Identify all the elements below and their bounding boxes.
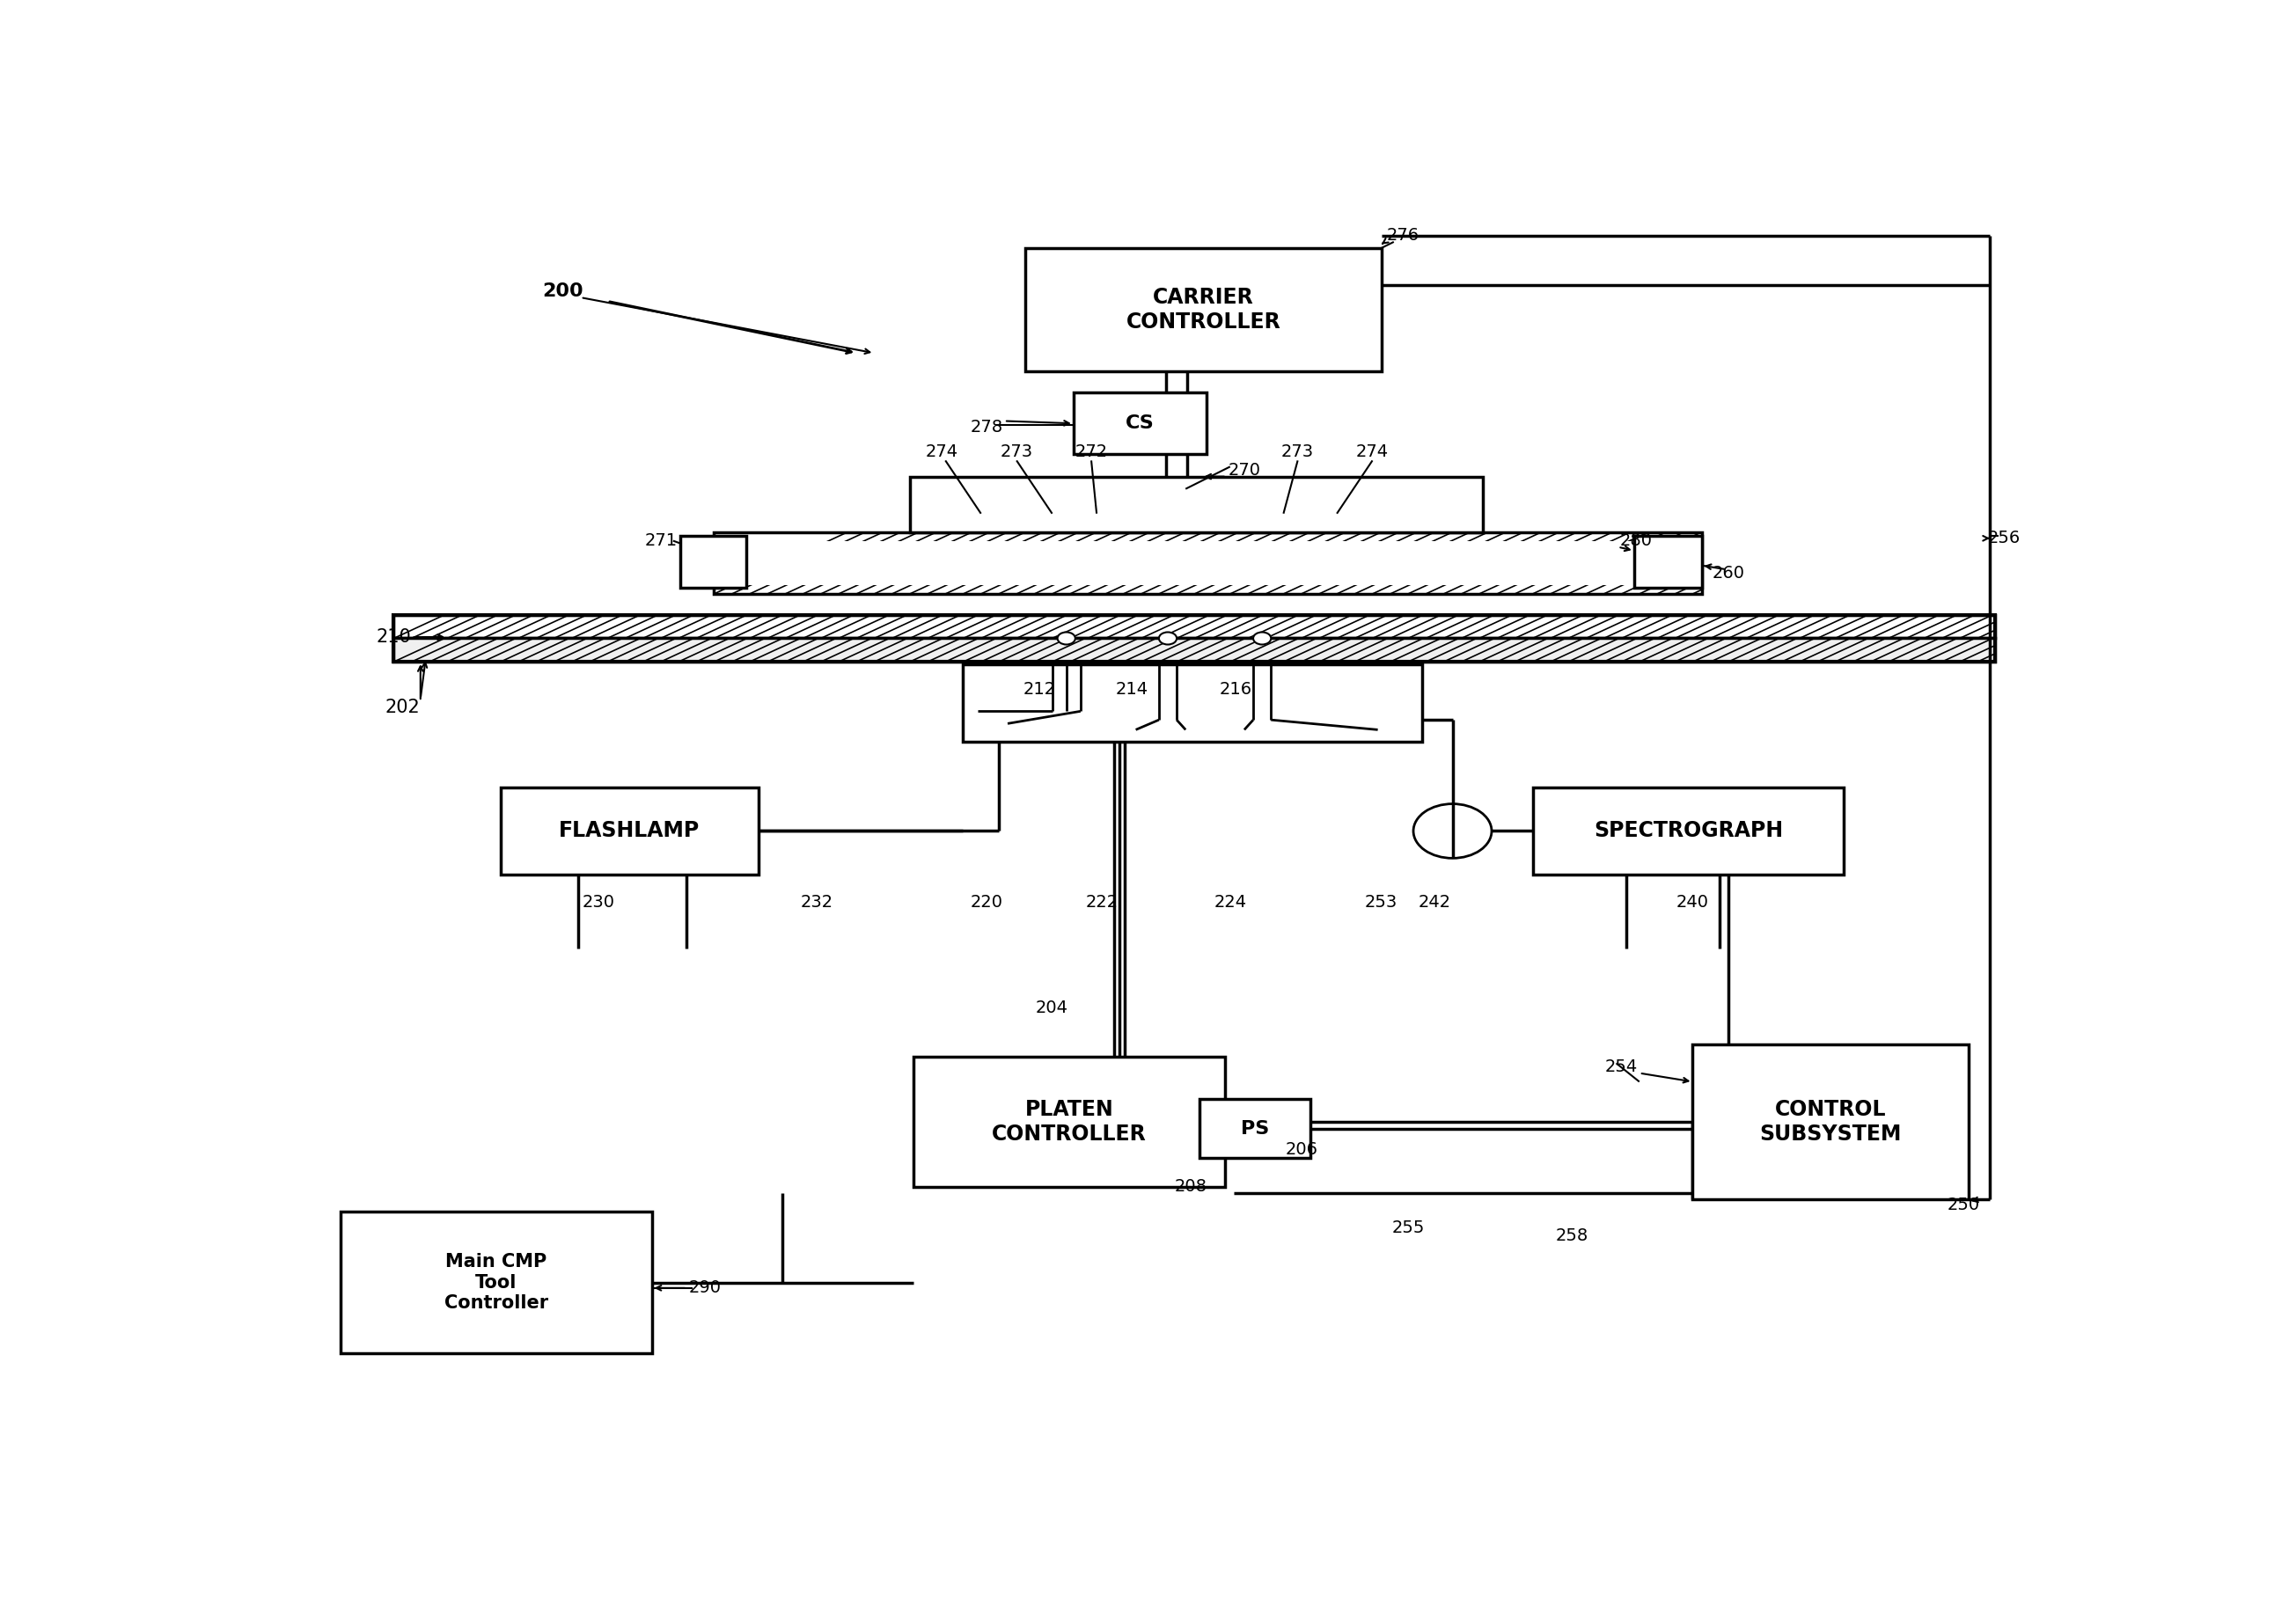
Text: PS: PS: [1240, 1120, 1270, 1137]
Text: 290: 290: [689, 1280, 721, 1296]
Text: CS: CS: [1125, 415, 1155, 431]
Text: 278: 278: [969, 419, 1003, 436]
Text: 230: 230: [583, 895, 615, 911]
Circle shape: [1159, 632, 1178, 645]
Bar: [714, 533, 1701, 593]
Text: 232: 232: [801, 895, 833, 911]
Text: 260: 260: [1713, 565, 1745, 581]
Text: 206: 206: [1286, 1142, 1318, 1158]
Text: FLASHLAMP: FLASHLAMP: [558, 821, 700, 842]
Text: CARRIER
CONTROLLER: CARRIER CONTROLLER: [1125, 287, 1281, 332]
Text: 214: 214: [1116, 680, 1148, 698]
Text: 220: 220: [969, 895, 1003, 911]
Bar: [1075, 393, 1208, 454]
Text: 254: 254: [1605, 1059, 1637, 1075]
Text: 242: 242: [1419, 895, 1451, 911]
Bar: [1534, 788, 1844, 874]
Text: 276: 276: [1387, 228, 1419, 244]
Text: 240: 240: [1676, 895, 1708, 911]
Text: 256: 256: [1988, 529, 2020, 547]
Bar: [1026, 249, 1382, 372]
Text: 271: 271: [645, 533, 677, 549]
Bar: [1692, 1044, 1968, 1200]
Bar: [914, 1057, 1224, 1187]
Bar: [501, 788, 758, 874]
Text: 212: 212: [1024, 680, 1056, 698]
Bar: [964, 664, 1421, 743]
Circle shape: [1058, 632, 1075, 645]
Text: 222: 222: [1086, 895, 1118, 911]
Text: CONTROL
SUBSYSTEM: CONTROL SUBSYSTEM: [1759, 1099, 1901, 1145]
Bar: [746, 541, 1669, 585]
Text: 272: 272: [1075, 443, 1107, 460]
Text: SPECTROGRAPH: SPECTROGRAPH: [1593, 821, 1784, 842]
Text: 274: 274: [1357, 443, 1389, 460]
Text: 255: 255: [1391, 1219, 1424, 1235]
Text: 202: 202: [386, 699, 420, 717]
Text: 210: 210: [377, 629, 411, 646]
Bar: [1635, 536, 1701, 587]
Bar: [340, 1211, 652, 1354]
Text: 270: 270: [1228, 462, 1261, 478]
Text: 224: 224: [1215, 895, 1247, 911]
Text: 280: 280: [1619, 533, 1653, 549]
Text: 273: 273: [1281, 443, 1313, 460]
Circle shape: [1254, 632, 1272, 645]
Text: 216: 216: [1219, 680, 1251, 698]
Text: Main CMP
Tool
Controller: Main CMP Tool Controller: [443, 1253, 549, 1312]
Text: PLATEN
CONTROLLER: PLATEN CONTROLLER: [992, 1099, 1146, 1145]
Text: 200: 200: [542, 282, 583, 300]
Text: 208: 208: [1176, 1179, 1208, 1195]
Bar: [909, 476, 1483, 533]
Text: 253: 253: [1364, 895, 1398, 911]
Bar: [395, 614, 1995, 638]
Bar: [680, 536, 746, 587]
Text: 250: 250: [1947, 1197, 1979, 1214]
Text: 273: 273: [1001, 443, 1033, 460]
Bar: [1201, 1099, 1311, 1158]
Text: 274: 274: [925, 443, 957, 460]
Text: 258: 258: [1554, 1227, 1589, 1245]
Text: 204: 204: [1035, 999, 1068, 1015]
Bar: [395, 638, 1995, 662]
Bar: [395, 614, 1995, 662]
